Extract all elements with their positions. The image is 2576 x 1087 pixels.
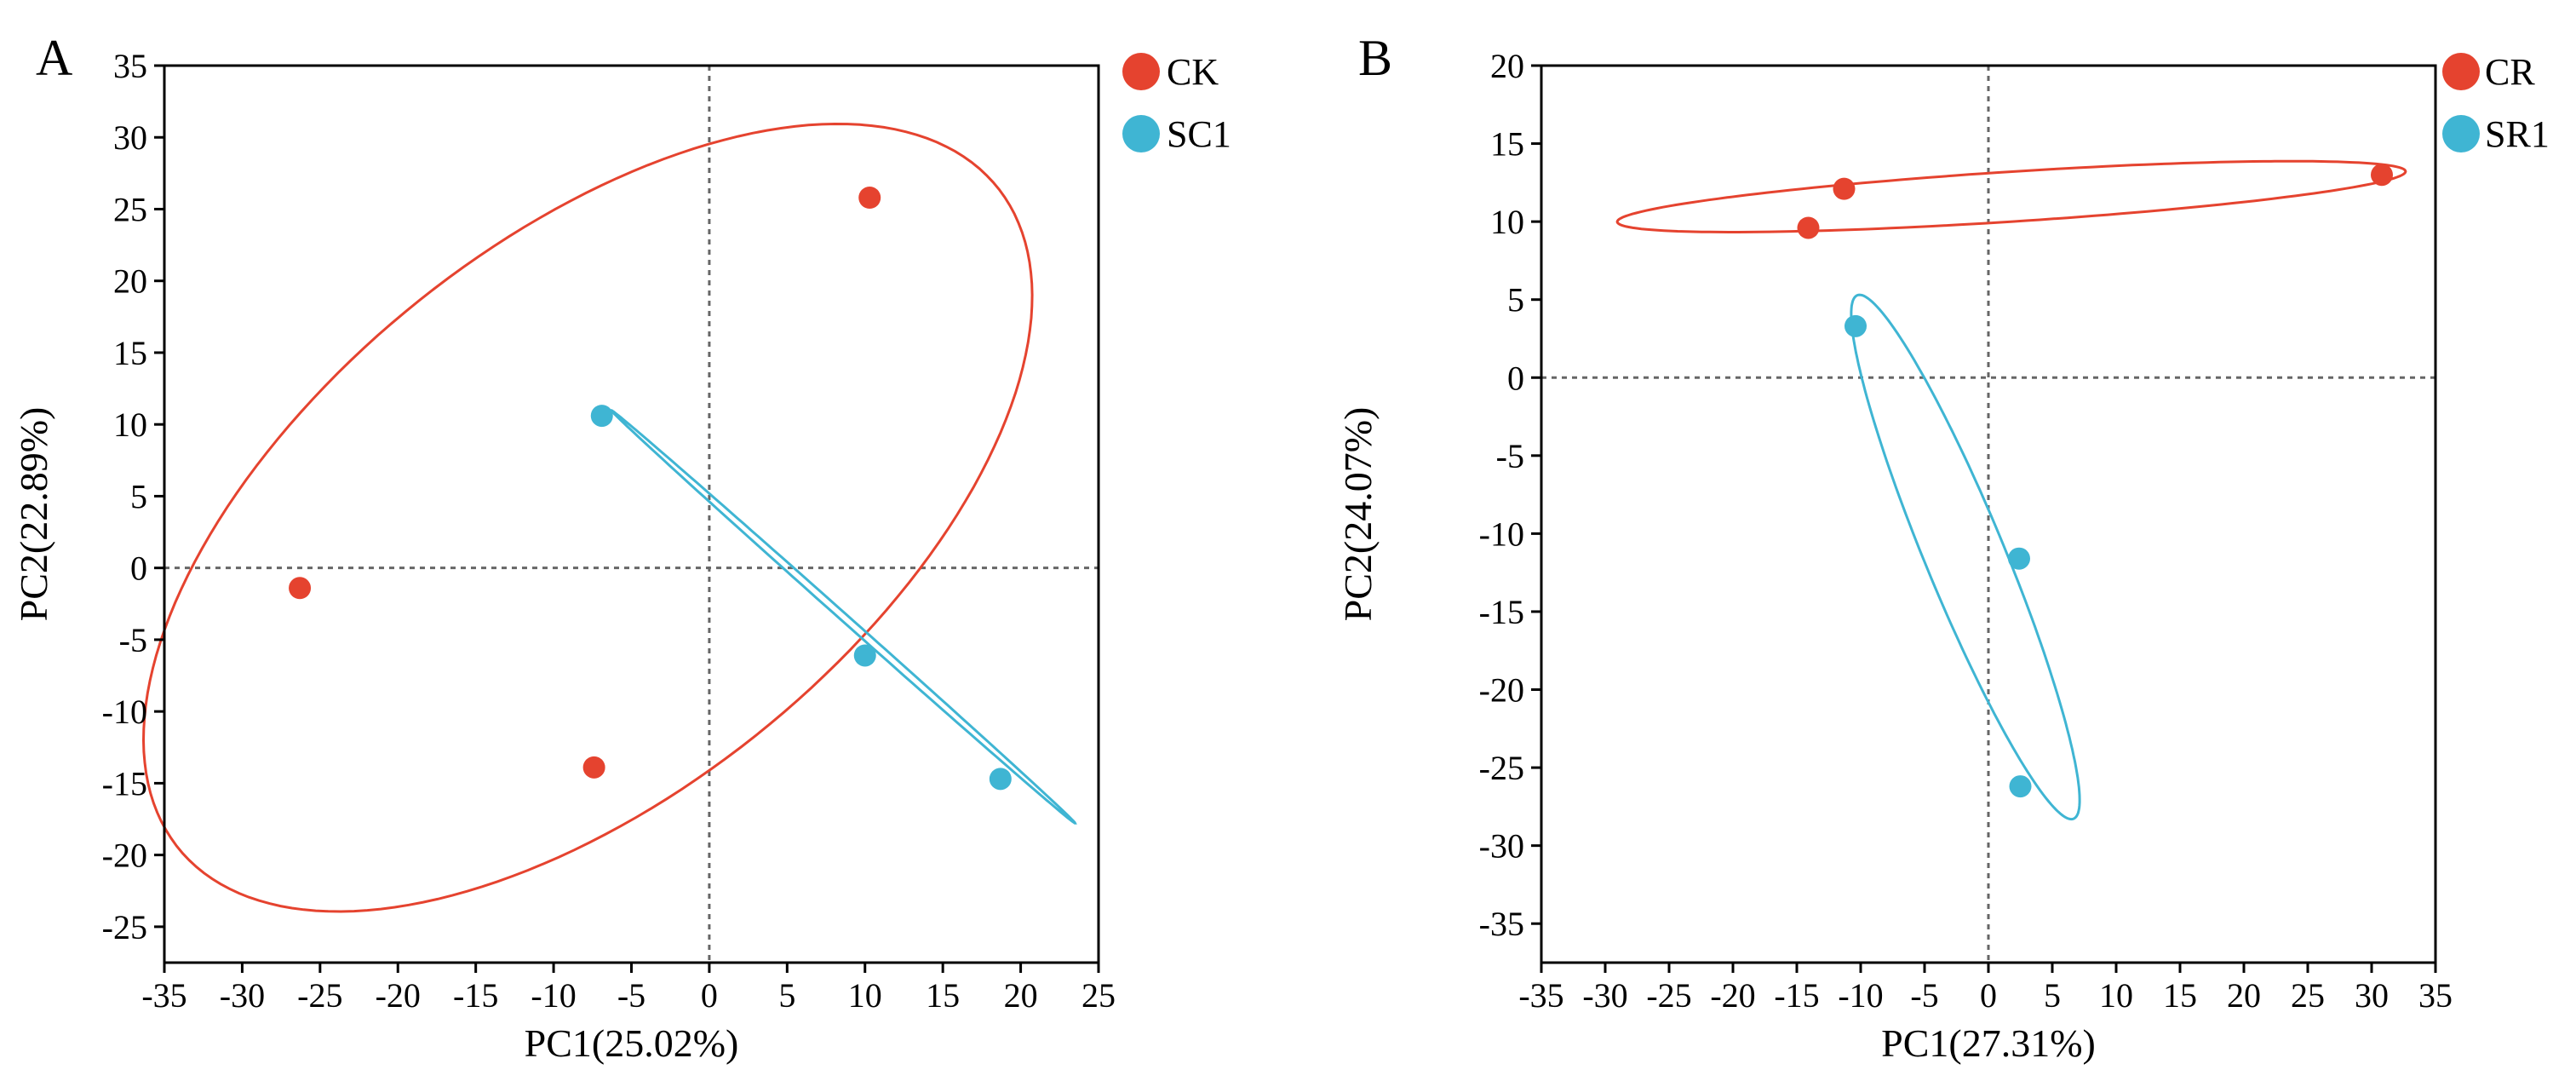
legend-label-ck: CK [1167, 51, 1219, 93]
y-tick-label: 0 [130, 549, 147, 588]
y-tick-label: 15 [113, 334, 147, 372]
x-tick-label: -20 [1710, 976, 1755, 1015]
y-tick-label: -30 [1479, 827, 1524, 866]
x-tick-label: -25 [297, 976, 342, 1015]
y-tick-label: 35 [113, 47, 147, 85]
data-point-cr-3 [2371, 164, 2393, 187]
legend-label-sr1: SR1 [2485, 113, 2550, 155]
data-point-sr1-1 [1845, 314, 1867, 337]
confidence-ellipse-ck [141, 122, 1034, 913]
y-tick-label: 20 [113, 262, 147, 301]
legend-marker-ck [1122, 53, 1160, 90]
data-point-sc1-2 [853, 644, 876, 667]
y-tick-label: 15 [1490, 125, 1524, 164]
data-point-sc1-1 [590, 405, 613, 428]
x-tick-label: 0 [1980, 976, 1997, 1015]
x-tick-label: -5 [1910, 976, 1938, 1015]
y-tick-label: -25 [102, 908, 147, 946]
legend-label-sc1: SC1 [1167, 113, 1231, 155]
x-tick-label: -35 [1518, 976, 1563, 1015]
y-tick-label: -5 [1496, 437, 1524, 475]
y-tick-label: -15 [1479, 593, 1524, 631]
x-tick-label: -5 [617, 976, 645, 1015]
legend-label-cr: CR [2485, 51, 2535, 93]
x-tick-label: 10 [848, 976, 882, 1015]
x-tick-label: 0 [701, 976, 718, 1015]
y-tick-label: 30 [113, 118, 147, 157]
y-tick-label: 20 [1490, 47, 1524, 85]
panel-label: B [1358, 30, 1392, 86]
y-tick-label: 0 [1507, 359, 1524, 397]
confidence-ellipse-sc1 [609, 409, 1077, 825]
y-tick-label: -20 [1479, 671, 1524, 710]
x-tick-label: 15 [926, 976, 960, 1015]
y-axis-title: PC2(24.07%) [1336, 407, 1380, 622]
chart-panel-a: -35 -30 -25 -20 -15 -10 -5 0 5 10 15 20 25-25-20-15-… [12, 30, 1231, 1065]
data-point-cr-2 [1797, 216, 1820, 239]
x-tick-label: -25 [1646, 976, 1691, 1015]
y-tick-label: -15 [102, 764, 147, 802]
data-point-sr1-3 [2009, 775, 2032, 798]
x-tick-label: 5 [778, 976, 795, 1015]
confidence-ellipse-sr1 [1850, 293, 2081, 821]
x-tick-label: -20 [376, 976, 421, 1015]
x-tick-label: -10 [531, 976, 576, 1015]
y-tick-label: -35 [1479, 905, 1524, 943]
y-tick-label: 5 [1507, 281, 1524, 319]
x-tick-label: -30 [220, 976, 265, 1015]
y-tick-label: 5 [130, 477, 147, 515]
x-tick-label: -10 [1838, 976, 1883, 1015]
y-tick-label: -20 [102, 837, 147, 875]
y-tick-label: 10 [1490, 203, 1524, 241]
data-point-ck-1 [858, 187, 881, 210]
data-point-ck-3 [582, 756, 605, 779]
y-tick-label: -10 [102, 693, 147, 731]
data-point-ck-2 [289, 577, 312, 600]
y-tick-label: -25 [1479, 749, 1524, 787]
legend-marker-sc1 [1122, 115, 1160, 152]
x-tick-label: 25 [2291, 976, 2325, 1015]
y-tick-label: 25 [113, 190, 147, 228]
x-tick-label: 35 [2418, 976, 2453, 1015]
y-tick-label: 10 [113, 405, 147, 444]
data-point-sc1-3 [989, 768, 1012, 791]
y-tick-label: -10 [1479, 515, 1524, 553]
x-tick-label: 20 [1004, 976, 1038, 1015]
chart-panel-b: -35 -30 -25 -20 -15 -10 -5 0 5 10 15 20 25 30 35 -35 -30… [1336, 30, 2550, 1065]
confidence-ellipse-cr [1615, 159, 2407, 233]
panel-label: A [36, 30, 72, 86]
x-tick-label: 15 [2163, 976, 2197, 1015]
x-tick-label: 10 [2099, 976, 2133, 1015]
x-axis-title: PC1(25.02%) [525, 1021, 739, 1065]
x-tick-label: -30 [1582, 976, 1627, 1015]
legend-marker-cr [2442, 53, 2480, 90]
x-axis-title: PC1(27.31%) [1881, 1021, 2096, 1065]
x-tick-label: -15 [1774, 976, 1819, 1015]
x-tick-label: 20 [2227, 976, 2261, 1015]
legend-marker-sr1 [2442, 115, 2480, 152]
x-tick-label: 25 [1081, 976, 1116, 1015]
data-point-sr1-2 [2008, 547, 2030, 570]
y-axis-title: PC2(22.89%) [12, 407, 55, 622]
data-point-cr-1 [1833, 177, 1856, 200]
y-tick-label: -5 [119, 621, 147, 659]
x-tick-label: -35 [141, 976, 186, 1015]
x-tick-label: 30 [2355, 976, 2389, 1015]
x-tick-label: 5 [2044, 976, 2061, 1015]
x-tick-label: -15 [453, 976, 498, 1015]
